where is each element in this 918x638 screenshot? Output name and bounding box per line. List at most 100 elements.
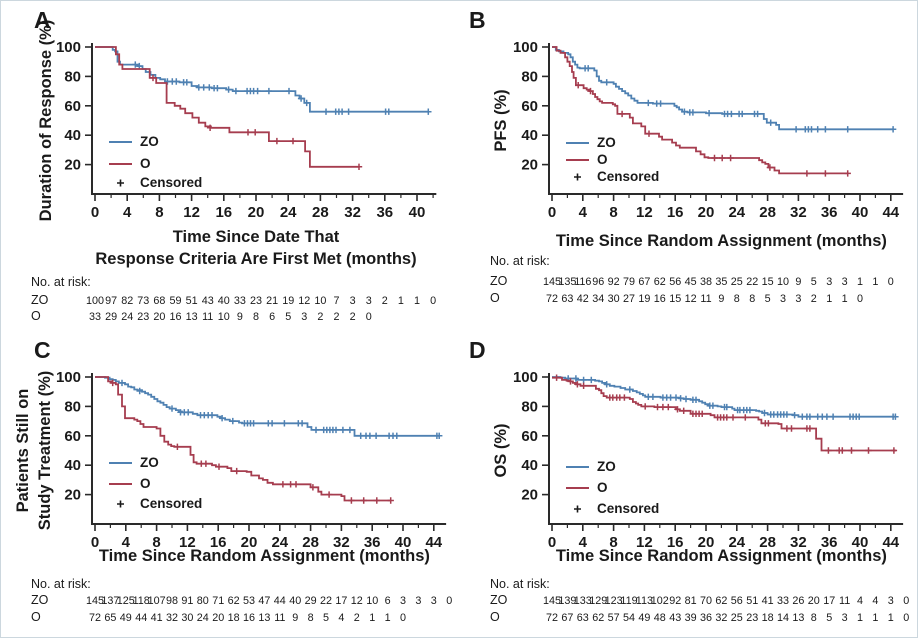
y-axis-title: OS (%) <box>492 423 510 477</box>
risk-count: 33 <box>777 595 789 607</box>
risk-count: 8 <box>811 612 817 624</box>
risk-count: 71 <box>212 595 224 607</box>
x-axis-title: Time Since Random Assignment (months) <box>99 547 430 565</box>
y-tick-label: 40 <box>521 127 538 144</box>
km-curve-zo <box>95 46 429 113</box>
risk-count: 123 <box>605 595 623 607</box>
legend-label-censored: Censored <box>597 501 659 516</box>
risk-count: 97 <box>105 295 117 307</box>
y-tick-label: 20 <box>521 157 538 174</box>
risk-count: 9 <box>718 293 724 305</box>
risk-count: 7 <box>333 295 339 307</box>
panel-pfs: 20 40 60 80 100 0 4 8 12 16 20 24 28 32 36 40 44 B PFS (%)… <box>460 1 917 336</box>
risk-count: 27 <box>623 293 635 305</box>
risk-count: 2 <box>350 311 356 323</box>
risk-count: 30 <box>608 293 620 305</box>
risk-count: 16 <box>243 612 255 624</box>
risk-count: 42 <box>577 293 589 305</box>
risk-count: 3 <box>842 276 848 288</box>
y-axis-title: PFS (%) <box>492 89 510 151</box>
risk-count: 5 <box>811 276 817 288</box>
risk-count: 41 <box>762 595 774 607</box>
risk-count: 65 <box>104 612 116 624</box>
x-tick-label: 28 <box>759 204 776 221</box>
risk-count: 20 <box>808 595 820 607</box>
risk-count: 3 <box>301 311 307 323</box>
risk-count: 82 <box>121 295 133 307</box>
x-axis-title: Time Since Date That <box>173 228 340 246</box>
risk-count: 0 <box>903 612 909 624</box>
risk-count: 11 <box>202 311 213 323</box>
risk-count: 40 <box>218 295 230 307</box>
risk-count: 72 <box>546 612 558 624</box>
risk-count: 4 <box>872 595 878 607</box>
x-tick-label: 16 <box>215 204 232 221</box>
risk-count: 53 <box>243 595 255 607</box>
x-tick-label: 4 <box>123 204 132 221</box>
y-tick-label: 100 <box>513 369 538 386</box>
risk-count: 40 <box>289 595 301 607</box>
risk-count: 29 <box>305 595 317 607</box>
risk-count: 45 <box>685 276 697 288</box>
y-tick-label: 20 <box>521 487 538 504</box>
km-curve-o <box>95 46 359 168</box>
censor-marks-o <box>553 374 898 454</box>
risk-row-label-o: O <box>31 309 41 323</box>
risk-count: 2 <box>317 311 323 323</box>
x-tick-label: 12 <box>636 204 653 221</box>
x-tick-label: 24 <box>728 204 745 221</box>
x-tick-label: 8 <box>609 204 617 221</box>
panel-letter: A <box>34 7 51 33</box>
x-axis-title: Time Since Random Assignment (months) <box>556 547 887 565</box>
risk-row-label-o: O <box>490 610 500 624</box>
risk-count: 9 <box>292 612 298 624</box>
risk-count: 43 <box>669 612 681 624</box>
risk-table-header: No. at risk: <box>31 577 91 591</box>
x-tick-label: 40 <box>409 204 426 221</box>
risk-count: 72 <box>89 612 101 624</box>
risk-count: 11 <box>700 293 711 305</box>
risk-count: 1 <box>414 295 420 307</box>
x-tick-label: 28 <box>759 534 776 551</box>
risk-row-label-zo: ZO <box>490 593 508 607</box>
risk-count: 145 <box>543 595 561 607</box>
risk-count: 39 <box>685 612 697 624</box>
risk-count: 6 <box>269 311 275 323</box>
risk-count: 62 <box>715 595 727 607</box>
risk-count: 8 <box>734 293 740 305</box>
risk-count: 20 <box>212 612 224 624</box>
risk-count: 79 <box>623 276 635 288</box>
risk-count: 102 <box>651 595 669 607</box>
legend-label-censored: Censored <box>140 496 202 511</box>
risk-count: 13 <box>186 311 198 323</box>
risk-count: 44 <box>135 612 147 624</box>
legend-label-zo: ZO <box>597 135 616 150</box>
risk-count: 14 <box>777 612 789 624</box>
x-tick-label: 36 <box>821 534 838 551</box>
risk-count: 1 <box>369 612 375 624</box>
risk-count: 19 <box>282 295 294 307</box>
risk-count: 49 <box>120 612 132 624</box>
censor-marks-o <box>149 74 363 170</box>
y-tick-label: 80 <box>64 68 81 85</box>
risk-count: 22 <box>320 595 332 607</box>
risk-count: 35 <box>715 276 727 288</box>
risk-count: 33 <box>234 295 246 307</box>
risk-count: 56 <box>731 595 743 607</box>
x-tick-label: 24 <box>271 534 288 551</box>
risk-count: 96 <box>592 276 604 288</box>
risk-count: 25 <box>731 276 743 288</box>
risk-count: 3 <box>400 595 406 607</box>
risk-count: 1 <box>888 612 894 624</box>
legend-label-o: O <box>140 156 151 171</box>
risk-count: 62 <box>654 276 666 288</box>
risk-count: 8 <box>308 612 314 624</box>
risk-row-label-o: O <box>31 610 41 624</box>
y-axis-title: Duration of Response (%) <box>37 20 55 222</box>
risk-count: 3 <box>780 293 786 305</box>
risk-count: 18 <box>228 612 240 624</box>
risk-count: 29 <box>105 311 117 323</box>
risk-count: 16 <box>654 293 666 305</box>
